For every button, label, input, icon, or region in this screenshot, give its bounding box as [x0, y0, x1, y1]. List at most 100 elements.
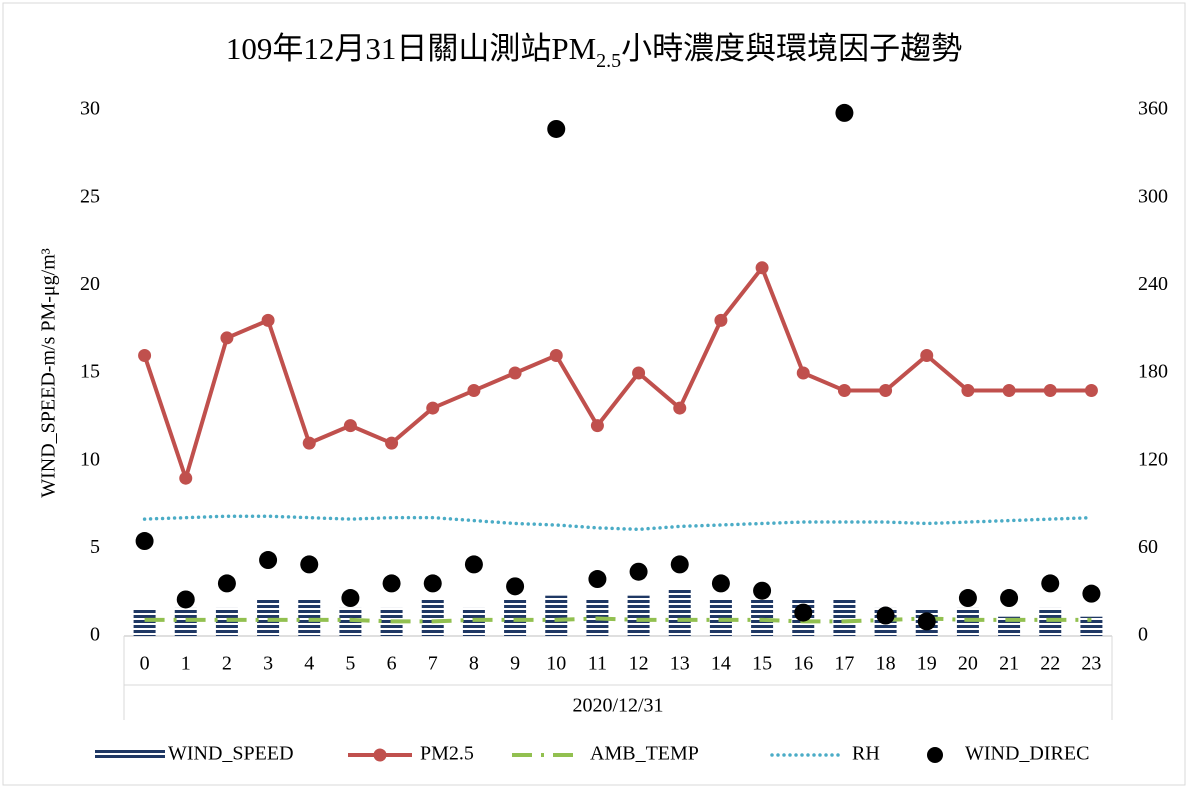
- x-tick-label: 23: [1081, 653, 1101, 675]
- y2-tick-label: 180: [1138, 361, 1168, 383]
- bar: [833, 599, 856, 636]
- point: [673, 401, 687, 415]
- x-tick-label: 13: [670, 653, 690, 675]
- line: [142, 514, 1094, 532]
- point: [958, 589, 977, 608]
- point: [341, 589, 360, 608]
- line: [142, 265, 1092, 481]
- point: [629, 562, 648, 581]
- point: [382, 574, 401, 593]
- point: [467, 384, 481, 398]
- legend-label: AMB_TEMP: [590, 743, 699, 765]
- legend-item: WIND_DIREC: [927, 743, 1089, 765]
- bar: [1080, 616, 1103, 636]
- legend-label: WIND_SPEED: [168, 743, 294, 765]
- point: [1082, 584, 1101, 603]
- point: [464, 555, 483, 574]
- x-tick-label: 3: [263, 653, 273, 675]
- legend-swatch: [95, 749, 165, 760]
- x-tick-label: 5: [345, 653, 355, 675]
- bar: [462, 607, 485, 636]
- x-tick-label: 6: [387, 653, 397, 675]
- y-tick-label: 30: [80, 98, 100, 120]
- point: [590, 419, 604, 433]
- y2-tick-label: 300: [1138, 185, 1168, 207]
- bar: [215, 607, 238, 636]
- point: [753, 581, 772, 600]
- point: [879, 384, 893, 398]
- point: [714, 313, 728, 327]
- x-tick-label: 0: [140, 653, 150, 675]
- point: [385, 436, 399, 450]
- x-group-label: 2020/12/31: [572, 695, 663, 717]
- x-tick-label: 14: [711, 653, 731, 675]
- point: [711, 574, 730, 593]
- point: [259, 551, 278, 570]
- point: [961, 384, 975, 398]
- point: [547, 119, 566, 138]
- point: [1000, 589, 1019, 608]
- bar: [298, 599, 321, 636]
- chart-title: 109年12月31日關山測站PM2.5小時濃度與環境因子趨勢: [226, 31, 962, 71]
- point: [135, 532, 154, 551]
- bar: [956, 607, 979, 636]
- legend-swatch: [373, 748, 387, 762]
- x-tick-label: 2: [222, 653, 232, 675]
- x-tick-label: 10: [546, 653, 566, 675]
- legend-label: PM2.5: [420, 743, 474, 765]
- x-tick-label: 12: [629, 653, 649, 675]
- y-tick-label: 0: [90, 624, 100, 646]
- x-tick-label: 7: [428, 653, 438, 675]
- y2-tick-label: 0: [1138, 624, 1148, 646]
- y2-tick-label: 240: [1138, 273, 1168, 295]
- y2-tick-label: 360: [1138, 98, 1168, 120]
- point: [1002, 384, 1016, 398]
- x-tick-label: 21: [999, 653, 1019, 675]
- legend-label: RH: [852, 743, 880, 765]
- point: [179, 471, 193, 485]
- point: [423, 574, 442, 593]
- point: [426, 401, 440, 415]
- point: [217, 574, 236, 593]
- point: [1043, 384, 1057, 398]
- x-tick-label: 17: [834, 653, 854, 675]
- legend-swatch: [927, 747, 943, 763]
- x-tick-label: 1: [181, 653, 191, 675]
- bar: [627, 595, 650, 636]
- legend-item: WIND_SPEED: [95, 743, 294, 765]
- bar: [339, 607, 362, 636]
- point: [300, 555, 319, 574]
- bar: [1039, 607, 1062, 636]
- point: [343, 419, 357, 433]
- x-tick-label: 16: [793, 653, 813, 675]
- bar: [545, 595, 568, 636]
- y-tick-label: 15: [80, 361, 100, 383]
- legend-label: WIND_DIREC: [965, 743, 1089, 765]
- x-tick-label: 19: [917, 653, 937, 675]
- x-tick-label: 11: [588, 653, 607, 675]
- y-tick-label: 20: [80, 273, 100, 295]
- x-tick-label: 9: [510, 653, 520, 675]
- point: [755, 261, 769, 275]
- bar: [504, 599, 527, 636]
- point: [261, 313, 275, 327]
- x-tick-label: 22: [1040, 653, 1060, 675]
- point: [1084, 384, 1098, 398]
- y-axis-title: WIND_SPEED-m/s PM-μg/m³: [38, 248, 60, 498]
- y-tick-label: 5: [90, 536, 100, 558]
- bar: [133, 609, 156, 636]
- point: [220, 331, 234, 345]
- point: [917, 612, 936, 631]
- point: [670, 555, 689, 574]
- legend-item: AMB_TEMP: [512, 743, 699, 765]
- point: [920, 348, 934, 362]
- x-tick-label: 4: [304, 653, 314, 675]
- point: [876, 606, 895, 625]
- point: [835, 103, 854, 122]
- bar: [421, 599, 444, 636]
- point: [837, 384, 851, 398]
- point: [794, 603, 813, 622]
- point: [138, 348, 152, 362]
